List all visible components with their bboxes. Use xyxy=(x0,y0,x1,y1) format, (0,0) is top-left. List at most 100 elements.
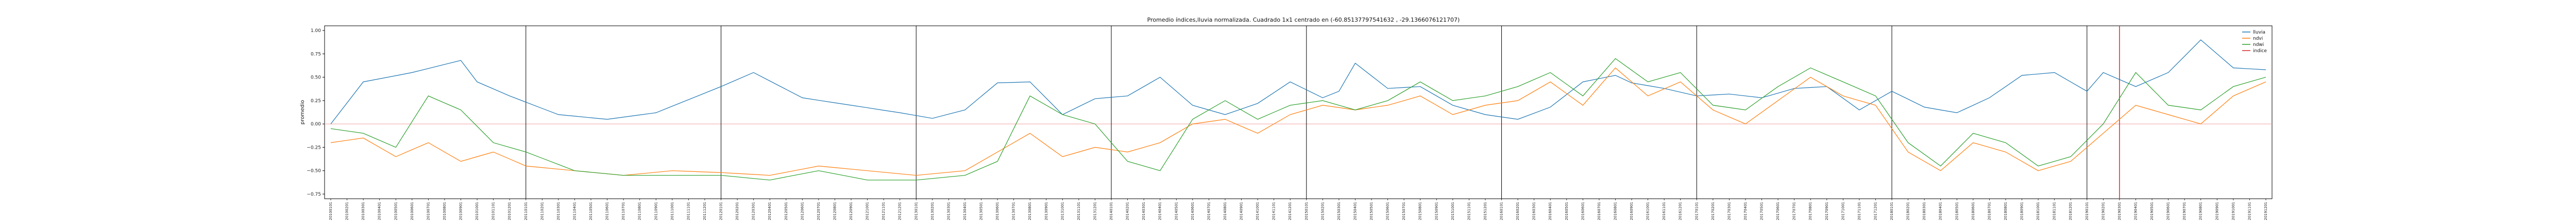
x-tick-label: 20101201 xyxy=(507,202,512,220)
x-tick-label: 20170301 xyxy=(1727,202,1731,220)
x-tick-label: 20181201 xyxy=(2069,202,2073,220)
x-tick-label: 20180401 xyxy=(1939,202,1943,220)
x-tick-label: 20181101 xyxy=(2053,202,2057,220)
x-tick-label: 20190801 xyxy=(2199,202,2203,220)
series-line-lluvia xyxy=(330,39,2266,124)
x-tick-label: 20100701 xyxy=(426,202,430,220)
x-tick-label: 20180201 xyxy=(1906,202,1910,220)
x-tick-label: 20140101 xyxy=(1109,202,1113,220)
x-tick-label: 20170201 xyxy=(1711,202,1715,220)
x-tick-label: 20170501 xyxy=(1760,202,1764,220)
x-tick-label: 20170701 xyxy=(1792,202,1797,220)
x-tick-label: 20130101 xyxy=(914,202,918,220)
x-tick-label: 20130801 xyxy=(1028,202,1032,220)
x-tick-label: 20141201 xyxy=(1288,202,1292,220)
x-tick-label: 20170901 xyxy=(1825,202,1829,220)
x-tick-label: 20161001 xyxy=(1646,202,1650,220)
x-tick-label: 20150601 xyxy=(1386,202,1390,220)
x-tick-label: 20160801 xyxy=(1613,202,1617,220)
x-tick-label: 20191101 xyxy=(2247,202,2251,220)
x-tick-label: 20161101 xyxy=(1662,202,1666,220)
x-tick-label: 20150301 xyxy=(1337,202,1341,220)
x-tick-label: 20131201 xyxy=(1093,202,1097,220)
x-tick-label: 20181001 xyxy=(2036,202,2040,220)
x-tick-label: 20151001 xyxy=(1451,202,1455,220)
x-tick-label: 20150701 xyxy=(1402,202,1406,220)
x-tick-label: 20180601 xyxy=(1971,202,1975,220)
x-tick-label: 20100201 xyxy=(345,202,349,220)
legend-label-indice: indice xyxy=(2253,49,2267,54)
x-tick-label: 20150201 xyxy=(1320,202,1325,220)
y-tick-label: 1.00 xyxy=(311,28,321,34)
x-tick-label: 20180501 xyxy=(1955,202,1959,220)
x-tick-label: 20190401 xyxy=(2133,202,2138,220)
plot-frame xyxy=(324,25,2273,199)
x-tick-label: 20130501 xyxy=(979,202,984,220)
x-tick-label: 20190701 xyxy=(2182,202,2187,220)
x-tick-label: 20140601 xyxy=(1191,202,1195,220)
x-tick-label: 20160601 xyxy=(1581,202,1585,220)
x-tick-label: 20120201 xyxy=(735,202,739,220)
x-tick-label: 20160901 xyxy=(1630,202,1634,220)
y-tick-label: −0.25 xyxy=(307,145,321,150)
x-tick-label: 20111201 xyxy=(703,202,707,220)
x-tick-label: 20100901 xyxy=(459,202,463,220)
x-tick-label: 20100601 xyxy=(410,202,414,220)
x-tick-label: 20170601 xyxy=(1776,202,1780,220)
x-tick-label: 20140501 xyxy=(1174,202,1178,220)
x-tick-label: 20140201 xyxy=(1126,202,1130,220)
x-tick-label: 20110401 xyxy=(572,202,577,220)
x-tick-label: 20120401 xyxy=(768,202,772,220)
x-tick-label: 20180801 xyxy=(2004,202,2008,220)
x-tick-label: 20101101 xyxy=(492,202,496,220)
plot-area xyxy=(324,25,2273,199)
x-tick-label: 20160501 xyxy=(1565,202,1569,220)
x-tick-label: 20100301 xyxy=(361,202,365,220)
x-tick-label: 20190301 xyxy=(2117,202,2122,220)
y-tick-label: 0.25 xyxy=(311,99,321,104)
series-line-ndwi xyxy=(330,58,2266,181)
x-tick-label: 20160401 xyxy=(1548,202,1552,220)
x-tick-label: 20120801 xyxy=(833,202,837,220)
x-tick-label: 20180701 xyxy=(1987,202,1991,220)
x-tick-label: 20150401 xyxy=(1353,202,1357,220)
x-tick-label: 20110801 xyxy=(638,202,642,220)
x-tick-label: 20140801 xyxy=(1223,202,1227,220)
x-tick-label: 20140301 xyxy=(1142,202,1146,220)
x-tick-label: 20120501 xyxy=(784,202,788,220)
x-tick-label: 20160301 xyxy=(1532,202,1536,220)
x-tick-label: 20190901 xyxy=(2215,202,2219,220)
x-tick-label: 20180301 xyxy=(1922,202,1926,220)
y-tick-label: −0.50 xyxy=(307,169,321,174)
x-tick-label: 20100401 xyxy=(378,202,382,220)
x-tick-label: 20141101 xyxy=(1272,202,1276,220)
x-tick-label: 20161201 xyxy=(1679,202,1683,220)
x-tick-label: 20171001 xyxy=(1841,202,1845,220)
x-tick-label: 20190601 xyxy=(2166,202,2171,220)
x-tick-label: 20121101 xyxy=(882,202,886,220)
x-tick-label: 20130701 xyxy=(1012,202,1016,220)
x-tick-label: 20180101 xyxy=(1890,202,1894,220)
x-tick-label: 20121001 xyxy=(866,202,870,220)
x-tick-label: 20140901 xyxy=(1240,202,1244,220)
x-tick-label: 20120301 xyxy=(752,202,756,220)
x-tick-label: 20160701 xyxy=(1597,202,1601,220)
x-tick-label: 20121201 xyxy=(898,202,902,220)
x-tick-label: 20110101 xyxy=(524,202,528,220)
y-tick-label: 0.50 xyxy=(311,75,321,81)
y-axis-title: promedio xyxy=(300,100,306,125)
x-axis: 20100101 20100201 20100301 20100401 20100501… xyxy=(329,199,2268,220)
series-line-ndvi xyxy=(330,67,2266,176)
x-tick-label: 20190501 xyxy=(2150,202,2154,220)
x-tick-label: 20111101 xyxy=(686,202,690,220)
x-tick-label: 20110301 xyxy=(556,202,561,220)
y-tick-label: 0.75 xyxy=(311,52,321,57)
x-tick-label: 20131001 xyxy=(1060,202,1064,220)
x-tick-label: 20170401 xyxy=(1743,202,1748,220)
x-tick-label: 20191201 xyxy=(2264,202,2268,220)
x-tick-label: 20150501 xyxy=(1369,202,1374,220)
x-tick-label: 20110901 xyxy=(654,202,658,220)
legend-label-ndwi: ndwi xyxy=(2253,42,2264,47)
